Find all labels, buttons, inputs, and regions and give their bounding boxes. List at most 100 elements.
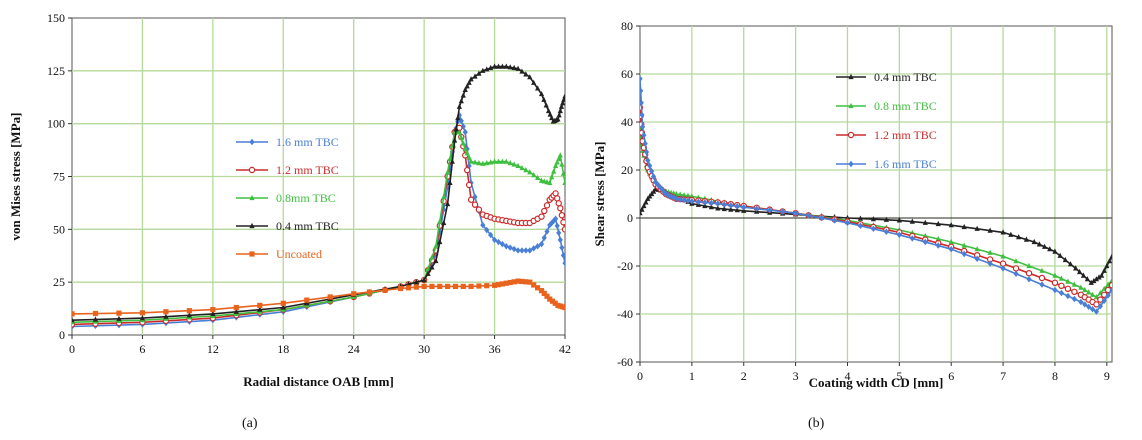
x-tick-label: 2 [741,369,747,383]
data-point [535,174,541,181]
data-point [1101,267,1107,273]
data-point [560,170,565,176]
data-point [437,238,443,245]
data-point [1065,292,1071,300]
data-point [1086,289,1092,295]
data-point [553,215,559,222]
data-point [642,140,648,147]
data-point [961,242,967,248]
y-tick-label: 0 [627,211,633,225]
data-point [456,112,462,119]
data-point [681,192,687,198]
data-point [503,280,509,286]
data-point [702,199,708,206]
x-tick-label: 12 [207,342,219,356]
data-point [466,162,472,170]
data-point [495,238,502,246]
data-point [553,162,559,169]
data-point [351,291,357,297]
data-point [557,152,563,158]
y-axis-label: von Mises stress [MPa] [8,113,23,241]
data-point [458,98,464,104]
data-point [531,171,537,178]
data-point [468,283,474,289]
data-point [257,302,263,309]
y-tick-label: -40 [617,307,633,321]
data-point [484,66,490,72]
data-point [433,243,439,249]
data-point [515,162,521,169]
data-point [491,158,498,164]
data-point [640,206,645,212]
data-point [458,134,464,140]
data-point [538,90,545,97]
data-point [935,235,941,242]
data-point [519,68,525,74]
data-point [961,250,967,258]
data-point [641,202,647,209]
data-point [1093,276,1100,282]
data-point [1013,270,1019,277]
legend-marker [847,131,855,139]
data-point [643,148,650,156]
data-point [538,240,545,248]
panel-label-b: (b) [808,416,825,431]
data-point [551,168,557,174]
data-point [405,281,412,287]
data-point [515,278,521,284]
legend-entry-label: 0.4 mm TBC [276,219,339,233]
data-point [1089,291,1096,297]
data-point [92,316,99,322]
data-point [468,76,474,82]
data-point [425,265,431,271]
data-point [767,207,773,214]
data-point [456,103,462,109]
x-tick-label: 6 [948,369,954,383]
data-point [527,169,533,175]
data-point [543,102,549,108]
y-tick-label: 75 [53,170,65,184]
data-point [645,157,651,164]
data-point [280,300,286,306]
data-point [708,204,714,210]
data-point [857,215,864,221]
data-point [1084,276,1090,282]
data-point [870,216,877,222]
y-tick-label: -20 [617,259,633,273]
data-point [561,226,565,233]
data-point [429,264,435,270]
data-point [961,223,967,230]
x-axis-label: Radial distance OAB [mm] [243,374,394,389]
data-point [1078,298,1084,306]
x-tick-label: 1 [689,369,695,383]
data-point [544,228,550,235]
data-point [935,242,941,249]
data-point [327,294,333,300]
data-point [1025,270,1033,277]
data-point [499,63,505,69]
data-point [547,296,553,302]
data-point [535,285,541,291]
data-point [677,191,683,197]
data-point [445,283,451,289]
data-point [1088,279,1094,285]
series-1-6-mm-tbc [640,75,1112,315]
data-point [472,159,478,165]
legend: 1.6 mm TBC 1.2 mm TBC 0.8mm TBC 0.4 mm TBC U… [236,135,339,261]
data-point [535,85,541,91]
legend-entry-label: 0.8 mm TBC [874,99,937,113]
data-point [1108,282,1112,289]
data-point [466,154,472,160]
data-point [475,206,483,213]
data-point [495,158,502,164]
data-point [233,304,239,311]
data-point [1041,243,1048,249]
legend-marker [249,251,255,257]
y-axis-label: Shear stress [MPa] [592,142,607,247]
data-point [523,247,529,254]
chart-panel-a: 0 6 12 18 24 30 36 42 0 25 50 75 100 125 150 Radial dis… [8,11,571,389]
panel-label-a: (a) [242,416,258,431]
data-point [1064,285,1072,292]
data-point [507,244,513,251]
